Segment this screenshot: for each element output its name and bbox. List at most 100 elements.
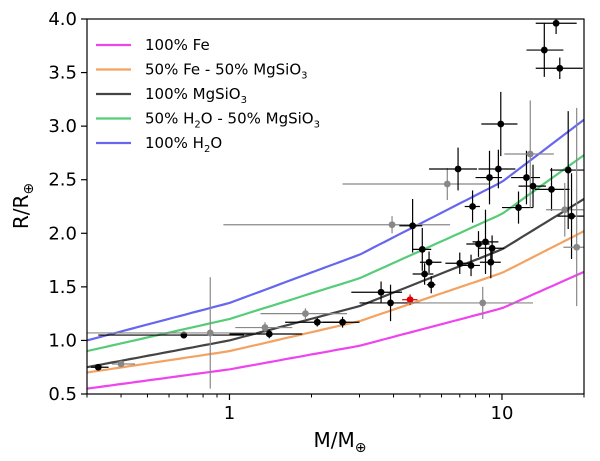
- y-tick-label: 3.0: [48, 116, 77, 137]
- planet-point: [111, 360, 135, 368]
- y-tick-label: 0.5: [48, 384, 77, 405]
- planet-marker: [443, 180, 451, 188]
- planet-marker: [265, 330, 273, 338]
- planet-marker: [564, 166, 572, 174]
- planet-point: [419, 251, 442, 273]
- x-axis-label: M/M⊕: [314, 428, 367, 456]
- planet-marker: [454, 165, 462, 173]
- legend-label: 100% MgSiO3: [145, 85, 247, 106]
- y-tick-label: 1.5: [48, 277, 77, 298]
- planet-marker: [526, 150, 534, 158]
- plot-area: [86, 18, 585, 395]
- legend-label: 50% Fe - 50% MgSiO3: [145, 61, 308, 82]
- planet-marker: [261, 324, 269, 331]
- planet-marker: [206, 329, 214, 337]
- planet-point: [534, 167, 570, 211]
- planet-points: [87, 19, 584, 389]
- planet-point: [472, 209, 499, 274]
- planet-point: [549, 111, 584, 229]
- planet-point: [90, 363, 109, 371]
- planet-point: [322, 316, 360, 328]
- y-axis-label: R/R⊕: [9, 183, 37, 229]
- planet-marker: [117, 360, 125, 368]
- legend-label: 100% Fe: [145, 36, 210, 54]
- legend-entry: 100% Fe: [96, 36, 210, 54]
- legend-label: 50% H2O - 50% MgSiO3: [145, 110, 320, 131]
- plot-frame: [86, 18, 585, 395]
- planet-marker: [467, 262, 475, 269]
- planet-point: [260, 308, 348, 319]
- planet-marker: [573, 243, 581, 251]
- planet-point: [481, 91, 518, 157]
- planet-marker: [548, 185, 555, 193]
- y-tick-label: 2.0: [48, 223, 77, 244]
- planet-point: [229, 329, 303, 339]
- tick-labels: 0.5 1.0 1.5 2.0 2.5 3.0 3.5 4.0 1 10: [48, 9, 513, 424]
- planet-point: [351, 281, 403, 303]
- model-line-4: [87, 118, 584, 342]
- planet-marker: [494, 165, 502, 173]
- model-line-1: [87, 230, 584, 374]
- planet-marker: [388, 221, 396, 229]
- planet-marker: [418, 245, 426, 253]
- planet-point: [478, 235, 505, 262]
- y-tick-label: 2.5: [48, 170, 77, 191]
- planet-marker: [487, 258, 495, 266]
- planet-point: [342, 167, 490, 201]
- planet-marker: [486, 174, 493, 181]
- planet-point: [359, 284, 420, 322]
- y-tick-label: 3.5: [48, 63, 77, 84]
- planet-marker: [479, 299, 487, 307]
- planet-marker: [427, 281, 435, 289]
- planet-marker: [302, 310, 309, 318]
- model-line-2: [87, 198, 584, 369]
- planet-point: [461, 254, 480, 277]
- legend-entry: 50% H2O - 50% MgSiO3: [96, 110, 320, 131]
- model-line-0: [87, 270, 584, 390]
- planet-marker: [497, 120, 505, 128]
- planet-marker: [94, 363, 102, 371]
- planet-point: [407, 286, 534, 319]
- legend-entry: 100% MgSiO3: [96, 85, 247, 106]
- x-tick-label: 10: [491, 403, 514, 424]
- planet-point: [501, 191, 534, 224]
- planet-marker: [469, 203, 476, 210]
- axis-ticks: [81, 18, 585, 400]
- planet-point: [87, 277, 256, 389]
- legend: 100% Fe 50% Fe - 50% MgSiO3 100% MgSiO3 50%…: [96, 36, 320, 155]
- planet-marker: [561, 206, 569, 214]
- planet-point: [235, 322, 293, 333]
- planet-point: [412, 227, 432, 271]
- planet-marker: [409, 222, 417, 230]
- planet-point: [475, 150, 502, 205]
- planet-point: [478, 149, 516, 189]
- legend-entry: 100% H2O: [96, 134, 222, 155]
- planet-point: [511, 150, 541, 205]
- planet-point: [429, 147, 478, 191]
- planet-marker: [482, 238, 489, 246]
- planet-point: [399, 199, 423, 253]
- x-tick-label: 1: [224, 403, 235, 424]
- planet-point: [402, 294, 418, 306]
- planet-marker: [313, 318, 321, 326]
- planet-point: [563, 107, 584, 307]
- planet-marker: [488, 244, 496, 252]
- planet-point: [412, 263, 434, 285]
- planet-marker: [406, 296, 414, 304]
- planet-point: [557, 173, 584, 259]
- planet-marker: [339, 318, 346, 326]
- legend-entry: 50% Fe - 50% MgSiO3: [96, 61, 308, 82]
- planet-point: [223, 216, 451, 234]
- y-tick-label: 4.0: [48, 9, 77, 30]
- planet-marker: [556, 64, 564, 72]
- model-lines: [87, 118, 584, 390]
- planet-point: [535, 19, 577, 34]
- planet-marker: [515, 204, 522, 211]
- planet-marker: [523, 174, 530, 181]
- planet-marker: [540, 46, 548, 54]
- planet-point: [535, 57, 583, 79]
- legend-label: 100% H2O: [145, 134, 222, 155]
- planet-point: [545, 182, 584, 237]
- planet-point: [464, 190, 480, 223]
